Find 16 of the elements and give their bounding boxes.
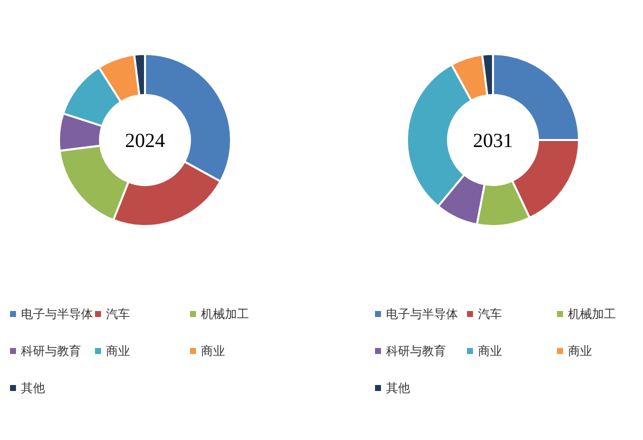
text: 2031: [473, 130, 513, 152]
legend-label: 科研与教育: [21, 344, 81, 358]
legend-label: 机械加工: [201, 307, 249, 321]
text: 2024: [125, 130, 165, 152]
legend-label: 商业: [106, 344, 130, 358]
legend-label: 科研与教育: [386, 344, 446, 358]
legend-label: 电子与半导体: [21, 307, 93, 321]
legend-label: 其他: [386, 381, 410, 395]
legend-label: 汽车: [478, 307, 502, 321]
legend-label: 商业: [478, 344, 502, 358]
legend-label: 机械加工: [568, 307, 616, 321]
legend-label: 电子与半导体: [386, 307, 458, 321]
legend-label: 其他: [21, 381, 45, 395]
legend-label: 汽车: [106, 307, 130, 321]
legend-label: 商业: [568, 344, 592, 358]
legend-label: 商业: [201, 344, 225, 358]
